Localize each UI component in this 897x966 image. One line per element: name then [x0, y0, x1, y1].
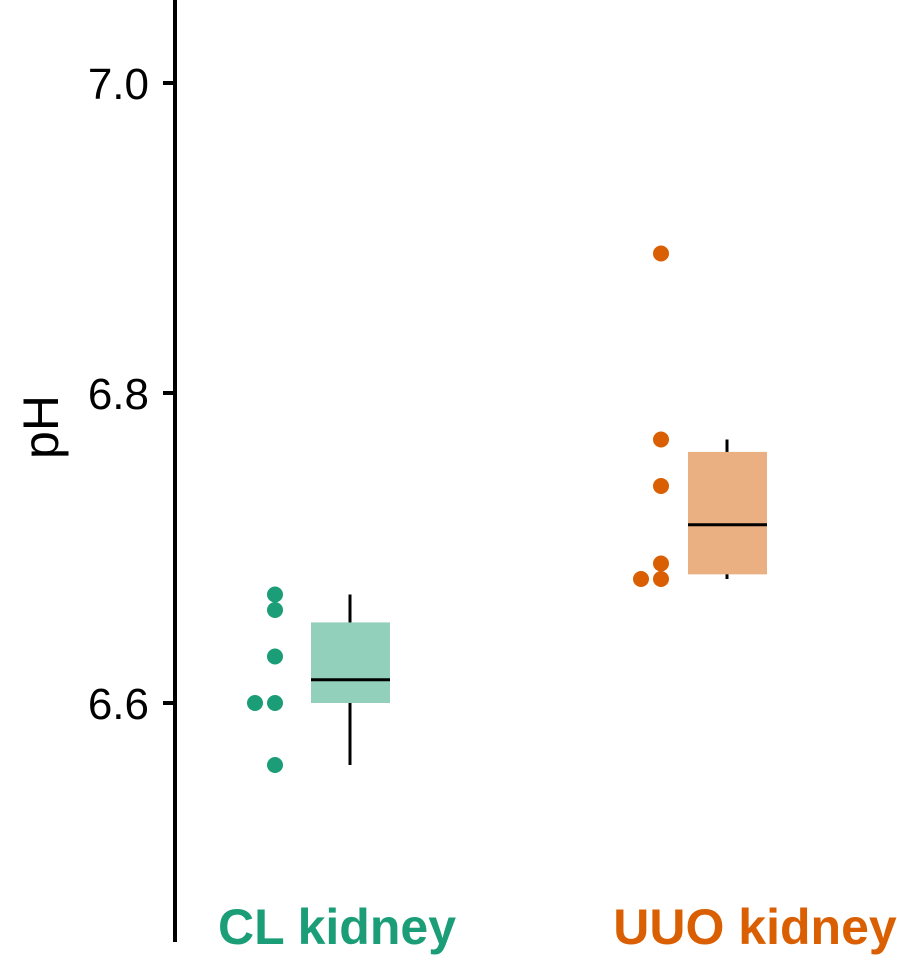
group-0	[247, 586, 390, 773]
y-tick-label: 7.0	[88, 60, 149, 109]
data-point	[267, 757, 283, 773]
category-label: CL kidney	[218, 899, 456, 955]
data-point	[633, 571, 649, 587]
y-tick-label: 6.6	[88, 680, 149, 729]
box-iqr	[311, 622, 390, 703]
y-tick-label: 6.8	[88, 370, 149, 419]
group-1	[633, 245, 767, 587]
y-ticks: 6.6 6.8 7.0	[88, 60, 175, 729]
data-point	[653, 555, 669, 572]
data-point	[267, 695, 283, 711]
box-iqr	[688, 451, 767, 575]
category-label: UUO kidney	[613, 899, 897, 955]
y-axis-title: pH	[13, 395, 69, 459]
category-labels: CL kidney UUO kidney	[218, 899, 897, 955]
box-groups	[247, 245, 767, 773]
data-point	[653, 478, 669, 494]
data-point	[653, 571, 669, 587]
data-point	[267, 586, 283, 603]
data-point	[267, 648, 283, 665]
data-point	[653, 245, 669, 262]
data-point	[653, 431, 669, 448]
axes: pH	[13, 0, 177, 942]
data-point	[247, 695, 263, 711]
data-point	[267, 602, 283, 618]
